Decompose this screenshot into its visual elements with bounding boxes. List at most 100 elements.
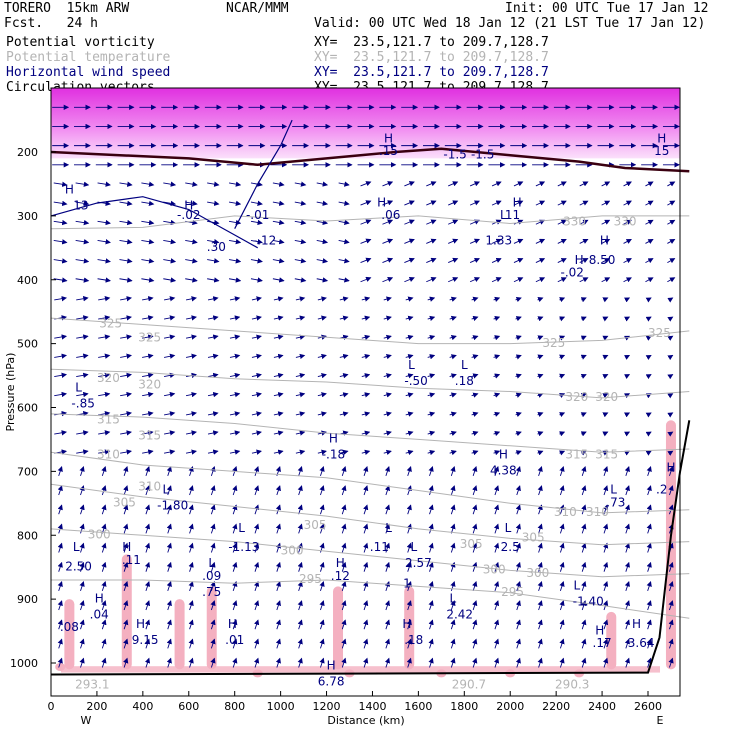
wind-vector [360,219,372,225]
wind-vector [98,449,111,455]
wind-vector [603,638,609,649]
wind-vector [142,296,154,302]
wind-vector [579,258,589,264]
wind-vector [559,523,565,534]
wind-vector [469,200,480,206]
wind-vector [254,466,260,477]
wind-vector [579,277,589,283]
wind-vector [228,219,242,226]
wind-vector [405,411,414,417]
pv-label: 2.57 [405,556,432,570]
wind-vector [54,353,68,359]
wind-vector [602,354,609,360]
pv-label: 13 [73,198,88,212]
wind-vector [427,334,436,341]
wind-vector [472,523,478,534]
wind-vector [79,638,85,649]
x-tick-label: 800 [224,700,245,713]
wind-vector [493,619,500,630]
wind-vector [142,334,154,340]
header: TORERO 15km ARW NCAR/MMM Init: 00 UTC Tu… [0,0,740,100]
wind-vector [295,449,306,455]
wind-vector [581,638,587,649]
wind-vector [319,638,325,649]
theta-label: 305 [522,531,545,545]
wind-vector [493,392,501,398]
wind-vector [537,354,544,360]
wind-vector [404,276,415,283]
wind-vector [537,542,543,553]
wind-vector [602,431,609,437]
wind-vector [185,258,198,264]
field-pv-xy: XY= 23.5,121.7 to 209.7,128.7 [314,35,549,50]
wind-vector [123,657,129,668]
wind-vector [317,315,327,321]
wind-vector [428,638,434,649]
wind-vector [119,219,133,226]
wind-vector [645,431,652,437]
wind-vector [559,335,566,341]
wind-vector [361,392,371,398]
wind-vector [57,657,63,668]
wind-vector [142,449,154,455]
wind-vector [210,466,216,477]
wind-vector [76,449,89,455]
wind-vector [428,600,434,611]
wind-vector [341,466,347,477]
field-pv-name: Potential vorticity [6,35,155,50]
wind-vector [141,200,155,207]
wind-vector [624,580,630,591]
wind-vector [53,181,68,187]
wind-vector [53,239,68,245]
wind-vector [120,315,132,321]
field-theta-name: Potential temperature [6,50,171,65]
wind-vector [54,372,68,378]
wind-vector [491,257,502,263]
wind-vector [297,638,303,649]
wind-vector [602,297,609,303]
wind-vector [144,580,151,591]
pv-label: .2 [656,483,667,497]
wind-vector [645,238,654,244]
wind-vector [472,580,478,591]
wind-vector [341,580,347,591]
wind-vector [76,334,89,340]
wind-vector [428,523,434,534]
pv-label: L [449,591,456,605]
wind-vector [98,296,111,302]
wind-vector [668,600,674,611]
wind-vector [250,219,263,226]
wind-vector [406,466,412,477]
theta-label: 293.1 [75,678,109,692]
wind-vector [624,297,631,303]
wind-vector [426,219,437,225]
wind-vector [559,450,566,456]
wind-vector [427,411,436,417]
wind-vector [557,181,567,187]
wind-vector [559,485,565,496]
theta-label: 325 [138,331,161,345]
wind-vector [427,373,436,379]
wind-vector [471,315,479,322]
wind-vector [603,561,609,572]
wind-vector [229,411,241,417]
x-tick-label: 1000 [267,700,295,713]
wind-vector [76,315,89,321]
wind-vector [339,392,349,398]
wind-vector [232,542,238,553]
wind-vector [646,580,652,591]
x-tick-label: 2200 [542,700,570,713]
wind-vector [428,504,434,515]
pv-label: H [402,617,411,631]
wind-vector [228,181,242,187]
pv-label: 2.42 [446,607,473,621]
wind-vector [426,238,437,244]
wind-vector [144,657,151,668]
wind-vector [624,619,630,630]
wind-vector [428,580,434,591]
wind-vector [338,258,350,264]
wind-vector [537,450,544,456]
wind-vector [645,335,652,341]
wind-vector [603,619,609,630]
wind-vector [207,411,219,417]
